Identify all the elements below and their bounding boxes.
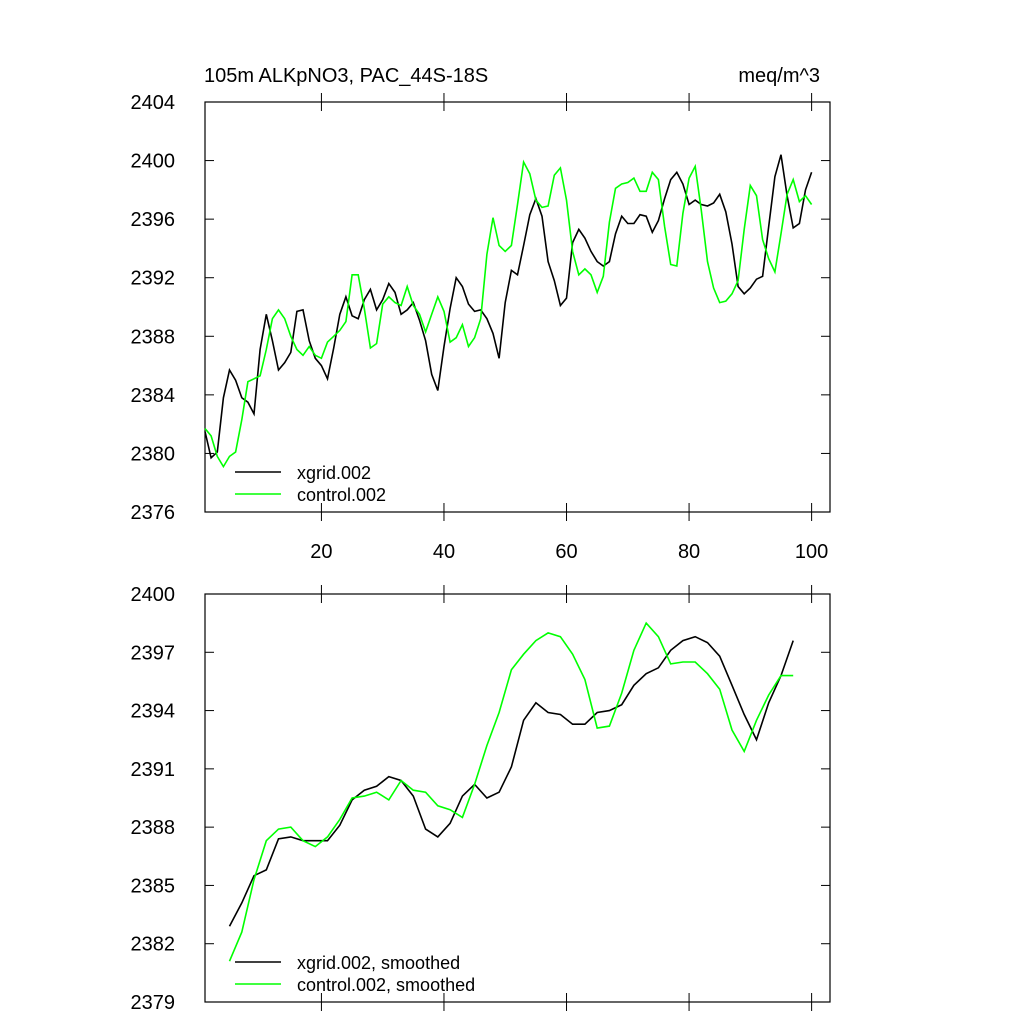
y-tick-label: 2379 <box>131 992 176 1014</box>
y-tick-label: 2392 <box>131 268 176 290</box>
plot-frame <box>204 101 831 513</box>
data-line <box>204 159 813 469</box>
y-tick-label: 2376 <box>131 502 176 524</box>
units-label: meq/m^3 <box>738 65 820 87</box>
y-tick-label: 2394 <box>131 701 176 723</box>
data-line <box>228 621 794 962</box>
y-tick-label: 2404 <box>131 92 176 114</box>
y-tick-label: 2385 <box>131 875 176 897</box>
x-tick-label: 40 <box>433 541 455 563</box>
y-tick-label: 2388 <box>131 326 176 348</box>
y-tick-label: 2384 <box>131 385 176 407</box>
x-tick-label: 20 <box>310 541 332 563</box>
y-tick-label: 2391 <box>131 759 176 781</box>
y-tick-label: 2400 <box>131 584 176 606</box>
legend-label: control.002 <box>297 485 386 505</box>
x-tick-label: 80 <box>678 541 700 563</box>
y-tick-label: 2382 <box>131 934 176 956</box>
y-tick-label: 2400 <box>131 151 176 173</box>
chart-title: 105m ALKpNO3, PAC_44S-18S <box>204 65 488 87</box>
x-tick-label: 60 <box>555 541 577 563</box>
legend-label: xgrid.002 <box>297 463 371 483</box>
x-tick-label: 100 <box>795 541 828 563</box>
data-line <box>204 154 813 460</box>
y-tick-label: 2380 <box>131 443 176 465</box>
legend-label: xgrid.002, smoothed <box>297 953 460 973</box>
data-line <box>228 635 794 927</box>
y-tick-label: 2396 <box>131 209 176 231</box>
y-tick-label: 2397 <box>131 642 176 664</box>
y-tick-label: 2388 <box>131 817 176 839</box>
legend-label: control.002, smoothed <box>297 975 475 995</box>
plot-frame <box>204 593 831 1003</box>
